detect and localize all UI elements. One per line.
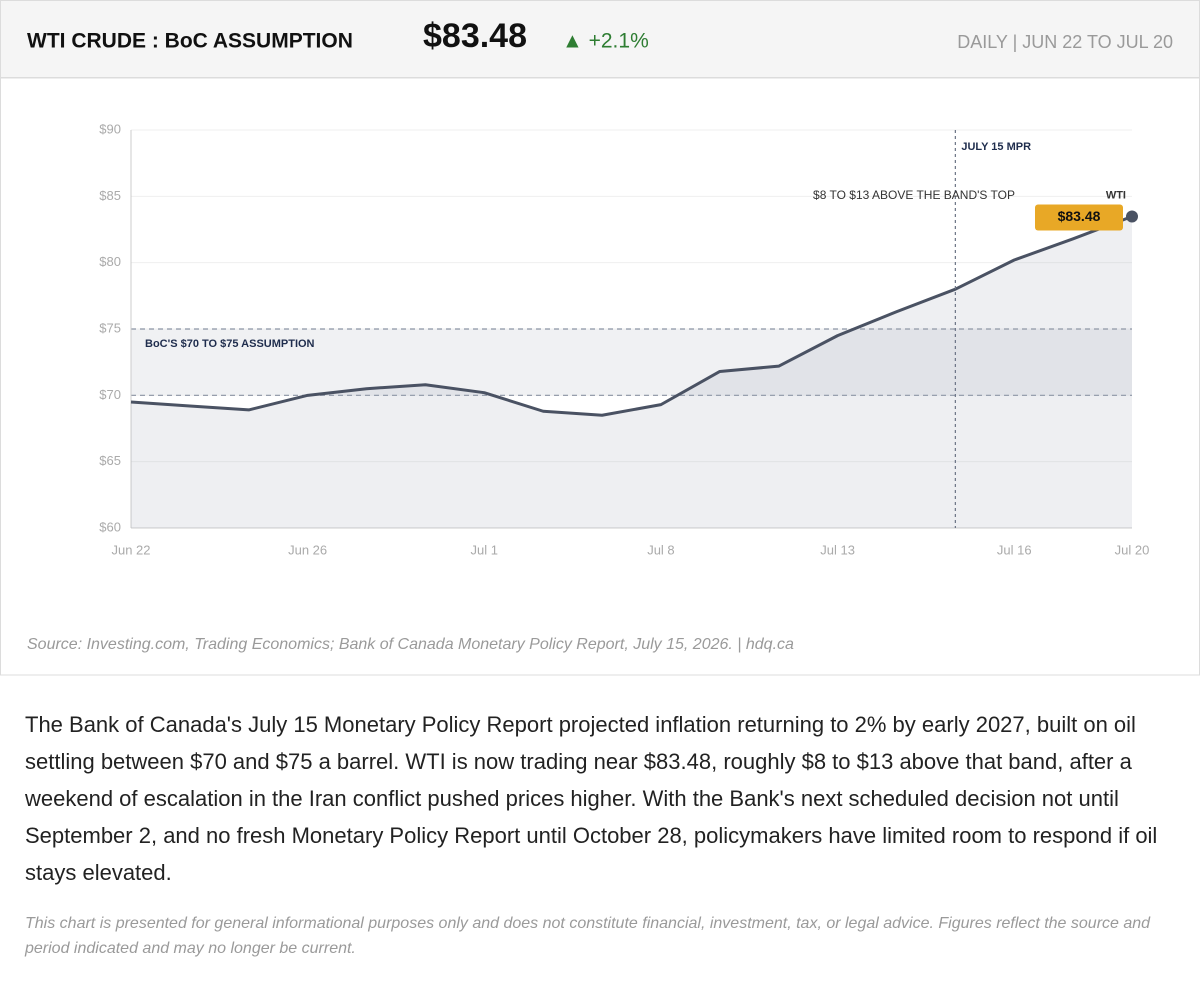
value-badge [1035,204,1123,231]
x-tick-label: Jul 13 [820,542,855,557]
area [131,216,1132,529]
series-label: WTI [1106,189,1126,201]
y-tick-label: $70 [99,387,121,402]
price: $83.48 [423,17,527,55]
body-text: The Bank of Canada's July 15 Monetary Po… [25,712,1158,885]
line [130,215,1133,417]
header-bar [0,0,1200,78]
y-tick-label: $90 [99,121,121,136]
y-tick-label: $60 [99,519,121,534]
x-tick-label: Jun 22 [111,542,150,557]
value-label: $83.48 [1058,208,1101,224]
change: ▲ +2.1% [562,30,649,53]
chart: WTI CRUDE : BoC ASSUMPTION $83.48 ▲ +2.1… [0,0,1200,676]
band-label: BoC'S $70 TO $75 ASSUMPTION [145,338,315,350]
band [131,329,1132,396]
subtitle: DAILY | JUN 22 TO JUL 20 [957,32,1173,52]
marker-label: JULY 15 MPR [961,141,1031,153]
annotation: $8 TO $13 ABOVE THE BAND'S TOP [813,188,1015,202]
disclaimer: This chart is presented for general info… [25,915,1151,957]
x-tick-label: Jul 16 [997,542,1032,557]
chart-title: WTI CRUDE : BoC ASSUMPTION [27,30,353,53]
y-tick-label: $85 [99,188,121,203]
y-tick-label: $75 [99,320,121,335]
y-tick-label: $65 [99,453,121,468]
x-tick-label: Jul 1 [471,542,498,557]
y-tick-label: $80 [99,254,121,269]
end-dot [1126,210,1138,223]
x-tick-label: Jul 8 [647,542,674,557]
x-tick-label: Jun 26 [288,542,327,557]
source: Source: Investing.com, Trading Economics… [27,636,794,653]
x-tick-label: Jul 20 [1115,542,1150,557]
